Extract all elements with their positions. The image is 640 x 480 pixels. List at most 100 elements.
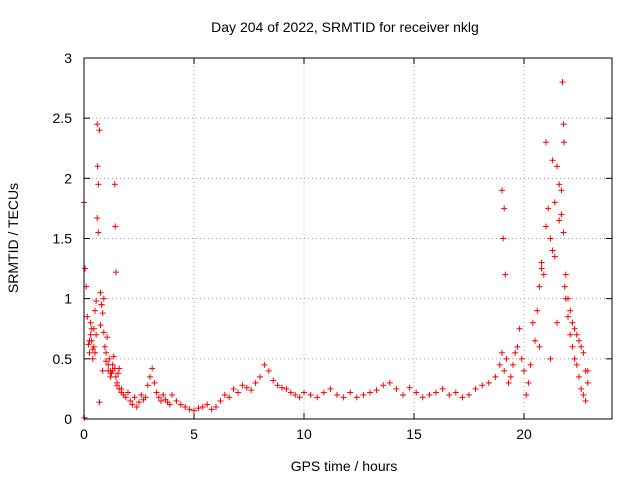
y-tick-label: 2 [64, 170, 72, 186]
data-point [386, 379, 393, 386]
data-point [191, 407, 197, 414]
data-point [485, 379, 492, 386]
data-point [166, 401, 173, 408]
data-point [147, 373, 153, 380]
data-point [501, 367, 508, 374]
data-point [459, 394, 466, 401]
data-point [571, 355, 578, 362]
data-point [353, 394, 360, 401]
data-point [93, 298, 100, 305]
data-point [510, 361, 516, 368]
data-point [534, 307, 541, 314]
data-point [413, 389, 420, 396]
data-point [96, 127, 103, 134]
data-point [90, 343, 97, 350]
data-point [101, 343, 108, 350]
data-point [446, 391, 453, 398]
data-point [93, 331, 100, 338]
data-point [580, 349, 587, 356]
data-point [419, 394, 426, 401]
data-point [567, 331, 574, 338]
data-point [221, 391, 228, 398]
data-point [578, 385, 585, 392]
data-point [433, 389, 439, 396]
data-point [106, 355, 113, 362]
data-point [99, 367, 106, 374]
data-point [112, 269, 119, 276]
data-point [270, 377, 277, 384]
data-point [505, 379, 512, 386]
plot-frame [83, 57, 613, 420]
data-point [518, 355, 525, 362]
data-point [501, 205, 508, 212]
data-point [558, 211, 565, 218]
data-point [320, 389, 327, 396]
data-point [235, 389, 241, 396]
data-point [92, 307, 98, 314]
data-point [545, 205, 552, 212]
data-point [400, 391, 406, 398]
data-point [99, 310, 106, 317]
data-point [538, 265, 545, 272]
data-point [97, 289, 104, 296]
data-point [100, 295, 107, 302]
data-point [502, 271, 509, 278]
data-point [95, 229, 102, 236]
y-tick-label: 3 [64, 50, 72, 66]
data-point [549, 157, 556, 164]
data-point [516, 325, 523, 332]
data-point [115, 370, 122, 377]
data-point [239, 382, 246, 389]
data-point [142, 394, 149, 401]
data-point [107, 373, 114, 380]
data-point [151, 379, 158, 386]
y-tick-label: 2.5 [53, 110, 73, 126]
data-point [439, 385, 446, 392]
data-point [562, 295, 569, 302]
y-tick-label: 1 [64, 291, 72, 307]
data-point [562, 271, 569, 278]
data-point [279, 384, 285, 391]
data-point [116, 365, 123, 372]
data-point [98, 301, 105, 308]
data-point [129, 401, 136, 408]
data-point [556, 181, 563, 188]
data-point [547, 235, 554, 242]
data-point [243, 384, 250, 391]
data-point [173, 397, 180, 404]
data-point [561, 283, 568, 290]
data-point [584, 367, 591, 374]
data-point [136, 399, 142, 406]
data-point [499, 187, 505, 194]
data-point [560, 121, 567, 128]
data-point [529, 319, 536, 326]
y-tick-label: 0 [64, 411, 72, 427]
data-point [144, 382, 151, 389]
data-point [204, 401, 211, 408]
data-point [580, 391, 587, 398]
y-axis-ticks: 0 0.5 1 1.5 2 2.5 3 [53, 50, 612, 427]
data-point [521, 367, 527, 374]
data-point [426, 391, 433, 398]
y-axis-label: SRMTID / TECUs [5, 183, 21, 293]
data-point [301, 389, 307, 396]
data-point [560, 229, 567, 236]
data-point [573, 331, 580, 338]
data-point [103, 358, 109, 365]
data-point [527, 361, 534, 368]
x-tick-label: 10 [296, 426, 312, 442]
data-point [199, 403, 206, 410]
data-point [556, 217, 563, 224]
data-point [565, 313, 571, 320]
data-point [496, 361, 503, 368]
data-point [532, 337, 538, 344]
data-point [112, 373, 119, 380]
data-point [182, 403, 189, 410]
data-point [540, 271, 547, 278]
data-point [125, 389, 131, 396]
data-point [334, 391, 340, 398]
data-point [112, 223, 119, 230]
data-point [111, 181, 118, 188]
data-point [149, 365, 156, 372]
data-point [226, 394, 233, 401]
